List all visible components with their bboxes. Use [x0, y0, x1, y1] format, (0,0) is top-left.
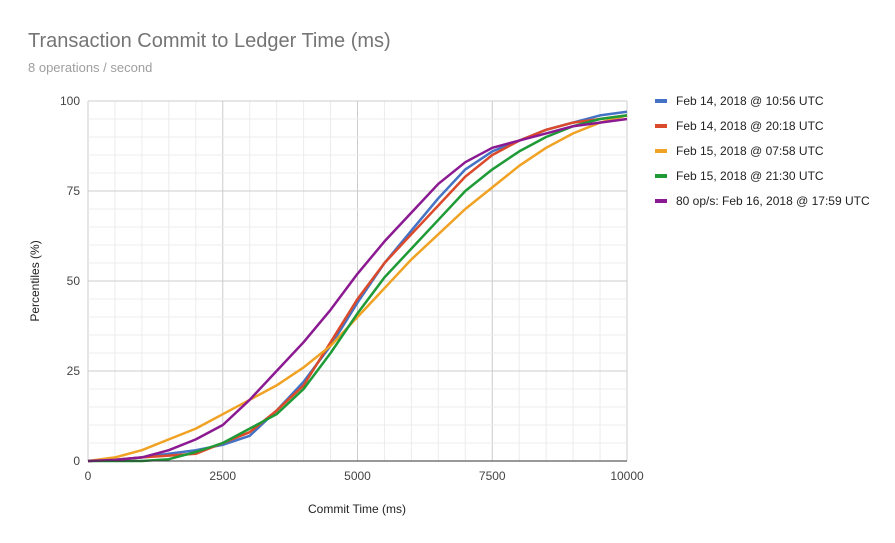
axis-ticks: 0 2500 5000 7500 10000 0 25 50 75 100	[60, 94, 644, 483]
series-line-4	[88, 114, 628, 463]
legend-swatch	[655, 149, 667, 153]
legend-entry: Feb 14, 2018 @ 20:18 UTC	[676, 119, 824, 133]
y-tick-label: 50	[67, 274, 81, 288]
legend-swatch	[655, 99, 667, 103]
legend-entry: 80 op/s: Feb 16, 2018 @ 17:59 UTC	[676, 194, 870, 208]
y-tick-label: 25	[67, 364, 81, 378]
x-tick-label: 10000	[610, 469, 644, 483]
series-line-2	[87, 114, 628, 463]
chart-subtitle: 8 operations / second	[28, 60, 152, 75]
x-tick-label: 2500	[209, 469, 236, 483]
x-tick-label: 0	[85, 469, 92, 483]
legend-entry: Feb 15, 2018 @ 21:30 UTC	[676, 169, 824, 183]
x-tick-label: 7500	[479, 469, 506, 483]
y-tick-label: 75	[67, 184, 81, 198]
series-line-5	[87, 117, 628, 463]
legend-entry: Feb 15, 2018 @ 07:58 UTC	[676, 144, 824, 158]
legend: Feb 14, 2018 @ 10:56 UTC Feb 14, 2018 @ 2…	[655, 94, 870, 208]
x-axis-label: Commit Time (ms)	[308, 502, 406, 516]
legend-swatch	[655, 174, 667, 178]
grid	[87, 100, 628, 462]
y-tick-label: 0	[73, 454, 80, 468]
series-lines	[87, 110, 628, 463]
series-line-3	[87, 114, 628, 463]
legend-swatch	[655, 199, 667, 203]
legend-entry: Feb 14, 2018 @ 10:56 UTC	[676, 94, 824, 108]
legend-swatch	[655, 124, 667, 128]
y-tick-label: 100	[60, 94, 80, 108]
chart-title: Transaction Commit to Ledger Time (ms)	[28, 30, 391, 52]
x-tick-label: 5000	[344, 469, 371, 483]
y-axis-label: Percentiles (%)	[28, 240, 42, 321]
